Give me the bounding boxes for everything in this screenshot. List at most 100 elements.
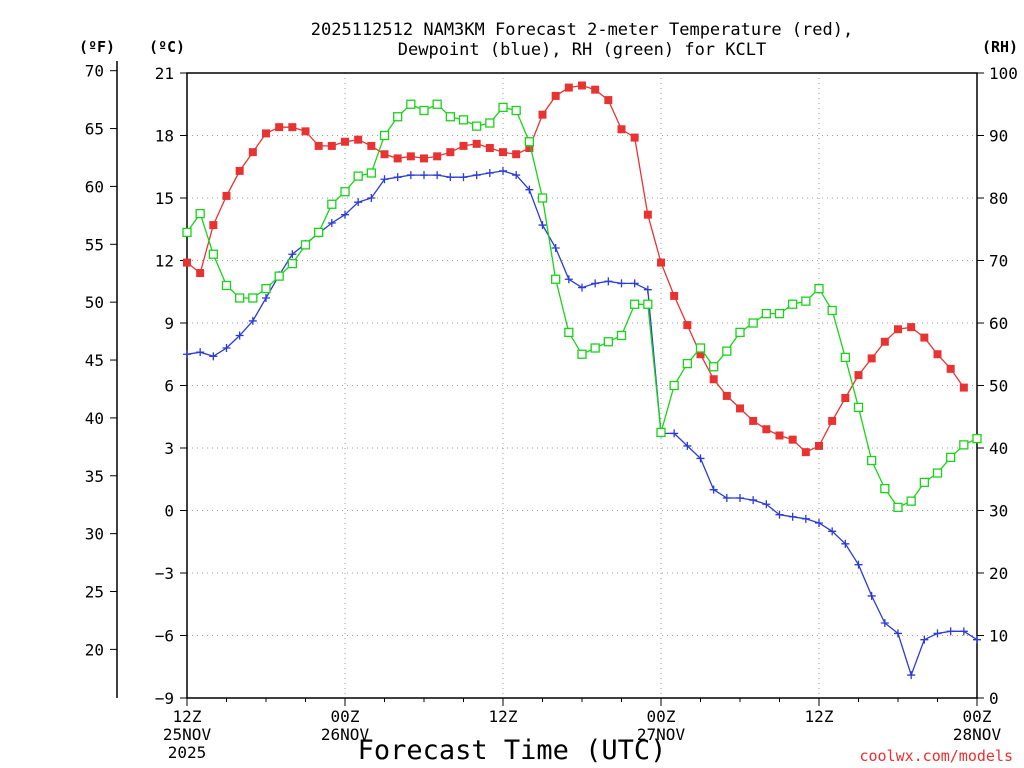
data-point	[709, 362, 719, 372]
data-point	[341, 210, 349, 219]
data-point	[301, 127, 310, 136]
data-point	[446, 148, 455, 157]
data-point	[420, 171, 428, 180]
data-point	[183, 350, 191, 359]
data-point	[459, 173, 468, 182]
data-point	[578, 283, 586, 292]
data-point	[709, 375, 718, 384]
data-point	[288, 123, 297, 132]
data-point	[564, 83, 573, 92]
data-point	[472, 121, 482, 131]
rh-tick-label: 10	[989, 627, 1008, 646]
rh-tick-label: 80	[989, 189, 1008, 208]
data-point	[854, 560, 863, 569]
rh-tick-label: 60	[989, 314, 1008, 333]
data-point	[340, 187, 350, 197]
data-point	[393, 112, 403, 122]
data-point	[972, 433, 982, 444]
data-point	[669, 380, 679, 391]
data-point	[840, 352, 850, 363]
data-point	[327, 219, 336, 227]
fahrenheit-tick-label: 45	[85, 351, 104, 370]
data-point	[196, 348, 205, 357]
data-point	[445, 112, 455, 122]
data-point	[288, 250, 297, 259]
data-point	[590, 343, 600, 353]
data-point	[433, 171, 442, 180]
fahrenheit-tick-label: 20	[85, 640, 104, 659]
fahrenheit-tick-label: 60	[85, 177, 104, 196]
data-point	[222, 191, 231, 200]
data-point	[906, 496, 916, 506]
data-point	[656, 427, 666, 438]
data-point	[512, 150, 521, 159]
data-point	[485, 144, 494, 152]
fahrenheit-tick-label: 25	[85, 583, 104, 602]
data-point	[880, 619, 889, 627]
data-point	[749, 416, 758, 425]
data-point	[946, 627, 955, 636]
data-point	[920, 635, 929, 644]
data-point	[551, 274, 561, 284]
x-tick-label: 28NOV	[953, 725, 1002, 744]
data-point	[499, 166, 507, 175]
x-tick-label: 12Z	[489, 707, 518, 726]
data-point	[617, 279, 626, 288]
fahrenheit-tick-label: 70	[85, 62, 104, 81]
data-point	[696, 350, 705, 359]
data-point	[643, 299, 653, 309]
data-point	[630, 279, 639, 288]
data-point	[314, 227, 324, 238]
data-point	[458, 115, 469, 125]
data-point	[379, 130, 390, 141]
rh-tick-label: 40	[989, 439, 1008, 458]
data-point	[893, 502, 903, 513]
data-point	[196, 269, 205, 277]
data-point	[433, 152, 442, 161]
data-point	[209, 352, 218, 361]
source-credit: coolwx.com/models	[859, 747, 1013, 765]
data-point	[564, 275, 573, 284]
x-tick-label: 00Z	[963, 707, 992, 726]
data-point	[814, 283, 824, 294]
chart-title: 2025112512 NAM3KM Forecast 2-meter Tempe…	[311, 20, 853, 40]
celsius-tick-label: −6	[155, 627, 174, 646]
data-point	[248, 148, 257, 157]
celsius-tick-label: 6	[164, 377, 174, 396]
data-point	[499, 148, 507, 157]
data-point	[564, 327, 574, 338]
data-point	[815, 519, 823, 527]
data-point	[959, 383, 968, 392]
data-point	[788, 512, 797, 521]
data-point	[788, 299, 798, 309]
x-tick-label: 25NOV	[163, 725, 212, 744]
data-point	[894, 629, 902, 638]
rh-tick-label: 20	[989, 564, 1008, 583]
data-point	[907, 671, 916, 680]
series-2-meter-temperature	[183, 81, 968, 457]
data-point	[208, 249, 218, 259]
data-point	[524, 137, 534, 147]
data-point	[946, 452, 956, 463]
data-point	[736, 404, 744, 413]
data-point	[880, 337, 889, 346]
data-point	[485, 118, 495, 128]
data-point	[762, 500, 771, 509]
data-point	[735, 327, 745, 338]
data-point	[485, 169, 494, 177]
data-point	[353, 171, 363, 181]
data-point	[182, 227, 192, 238]
data-point	[775, 431, 784, 440]
data-point	[932, 468, 943, 478]
celsius-tick-label: 18	[155, 127, 174, 146]
data-series	[182, 81, 982, 680]
data-point	[880, 483, 890, 494]
rh-tick-label: 90	[989, 127, 1008, 146]
rh-tick-label: 70	[989, 252, 1008, 271]
fahrenheit-tick-label: 30	[85, 525, 104, 544]
data-point	[591, 85, 600, 94]
data-point	[683, 441, 692, 450]
x-tick-label: 2025	[168, 743, 207, 762]
